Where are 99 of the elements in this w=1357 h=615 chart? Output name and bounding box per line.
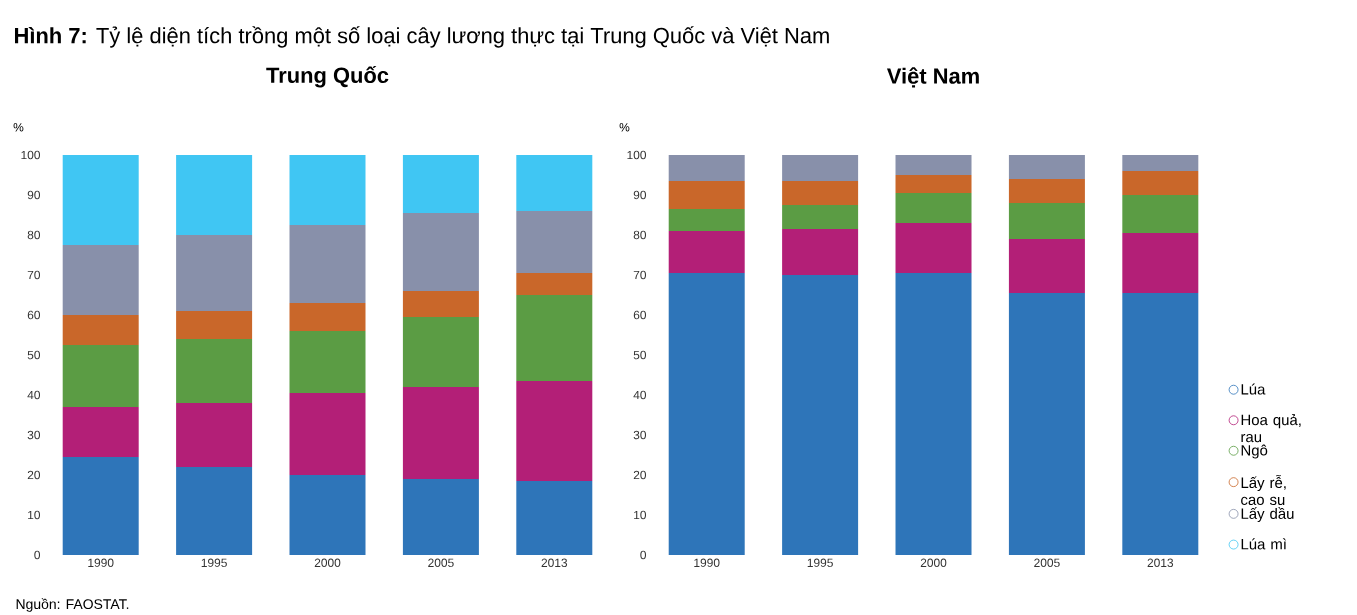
bar [1008, 239, 1085, 293]
bar [1008, 179, 1085, 203]
bar [895, 175, 972, 193]
y-tick-label: 0 [640, 550, 647, 560]
bar [289, 155, 366, 225]
y-tick-label: 100 [21, 150, 41, 160]
bar [402, 291, 479, 317]
bar [895, 193, 972, 223]
y-tick-label: 30 [633, 430, 647, 440]
bar [402, 155, 479, 213]
bar [1122, 293, 1199, 556]
y-tick-label: 10 [634, 510, 647, 520]
bar [895, 273, 972, 556]
bar [62, 245, 139, 315]
y-axis-title: % [13, 123, 24, 132]
bar [402, 317, 479, 387]
y-tick-label: 60 [27, 310, 41, 320]
x-tick-label: 2000 [920, 558, 947, 567]
bar [668, 155, 745, 181]
bar [289, 303, 366, 331]
bar [289, 475, 366, 556]
legend-label: Hoa quả, rau [1241, 413, 1301, 443]
bar [176, 467, 253, 556]
bar [289, 393, 366, 476]
legend-label: Lấy dầu [1241, 507, 1294, 522]
y-tick-label: 70 [633, 270, 647, 280]
bar [668, 181, 745, 209]
bar [62, 345, 139, 407]
bar [782, 229, 859, 275]
bar [516, 481, 593, 556]
chart-title: Hình 7: Tỷ lệ diện tích trồng một số loại cây lương thực tại Trung Quốc và Việt Nam [14, 26, 829, 48]
bar [516, 381, 593, 482]
text: Nguồn: FAOSTAT. [16, 598, 129, 612]
bar [289, 331, 366, 393]
x-tick-label: 1995 [807, 558, 833, 567]
y-tick-label: 60 [633, 310, 647, 320]
bar [176, 235, 253, 311]
y-axis-title: % [619, 123, 630, 132]
y-tick-label: 40 [27, 390, 41, 400]
chart-title: Việt Nam [886, 67, 979, 88]
bar [289, 225, 366, 303]
legend-label: Lúa mì [1241, 538, 1286, 550]
y-tick-label: 50 [633, 350, 647, 360]
bar [516, 295, 593, 381]
bar [1008, 293, 1085, 556]
bar [176, 339, 253, 403]
x-tick-label: 1990 [694, 558, 720, 567]
y-tick-label: 80 [27, 230, 41, 240]
bar [176, 155, 253, 235]
y-tick-label: 50 [27, 350, 41, 360]
bar [516, 155, 593, 211]
bar [516, 211, 593, 273]
bar [176, 311, 253, 339]
y-tick-label: 90 [633, 190, 647, 200]
bar [895, 155, 972, 175]
y-tick-label: 0 [34, 550, 41, 560]
legend-label: Ngô [1241, 444, 1268, 459]
x-tick-label: 2005 [1034, 558, 1060, 567]
bar [782, 275, 859, 556]
y-tick-label: 90 [27, 190, 41, 200]
x-tick-label: 1995 [201, 558, 227, 567]
y-tick-label: 10 [28, 510, 41, 520]
bar [1122, 171, 1199, 195]
bar [1122, 233, 1199, 293]
bar [668, 231, 745, 273]
bar [62, 407, 139, 457]
bar [1122, 195, 1199, 233]
bar [782, 205, 859, 229]
bar [62, 457, 139, 556]
bar [1122, 155, 1199, 171]
x-tick-label: 2013 [1147, 558, 1174, 567]
y-tick-label: 30 [27, 430, 41, 440]
x-tick-label: 2005 [428, 558, 454, 567]
bar [402, 387, 479, 480]
y-tick-label: 80 [633, 230, 647, 240]
y-tick-label: 100 [627, 150, 647, 160]
legend-label: Lúa [1241, 383, 1266, 395]
chart-subtitle: Trung Quốc [266, 66, 389, 88]
bar [516, 273, 593, 295]
bar [62, 315, 139, 345]
bar [402, 213, 479, 291]
x-tick-label: 1990 [88, 558, 114, 567]
bar [62, 155, 139, 245]
bar [176, 403, 253, 468]
bar [782, 181, 859, 205]
bar [402, 479, 479, 556]
x-tick-label: 2013 [541, 558, 568, 567]
y-tick-label: 70 [27, 270, 41, 280]
bar [782, 155, 859, 181]
bar [895, 223, 972, 273]
x-tick-label: 2000 [314, 558, 341, 567]
y-tick-label: 20 [633, 470, 647, 480]
y-tick-label: 40 [633, 390, 647, 400]
legend-label: Lấy rễ, cao su [1241, 474, 1286, 506]
bar [1008, 155, 1085, 179]
y-tick-label: 20 [27, 470, 41, 480]
bar [668, 273, 745, 556]
bar [668, 209, 745, 231]
bar [1008, 203, 1085, 239]
